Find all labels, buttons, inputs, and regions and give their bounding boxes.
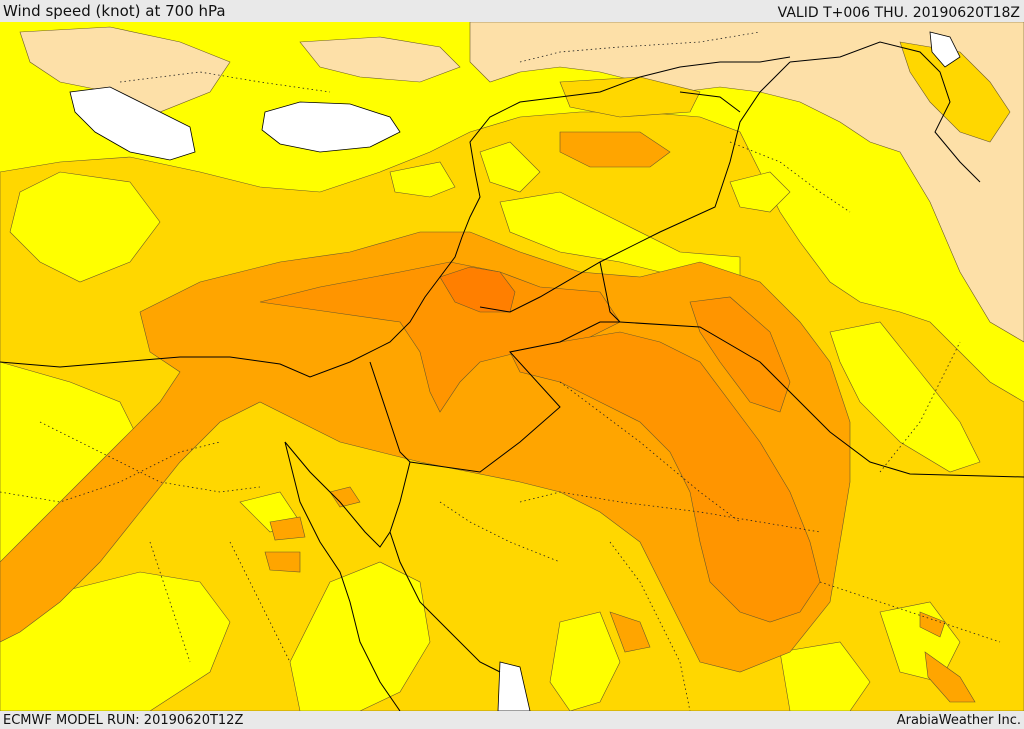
header-bar: Wind speed (knot) at 700 hPa VALID T+006…: [0, 0, 1024, 22]
wind-band-stronger: [439, 266, 516, 313]
model-run-label: ECMWF MODEL RUN: 20190620T12Z: [3, 713, 244, 728]
valid-time: VALID T+006 THU. 20190620T18Z: [777, 5, 1020, 21]
wind-band-strong: [259, 261, 821, 623]
wind-speed-map: [0, 22, 1024, 711]
footer-bar: ECMWF MODEL RUN: 20190620T12Z ArabiaWeat…: [0, 711, 1024, 729]
map-title: Wind speed (knot) at 700 hPa: [3, 2, 226, 20]
credit-label: ArabiaWeather Inc.: [896, 713, 1021, 728]
water-bodies: [69, 31, 961, 711]
province-boundaries: [0, 31, 1001, 711]
map-svg: [0, 22, 1024, 711]
country-borders: [0, 41, 1024, 711]
